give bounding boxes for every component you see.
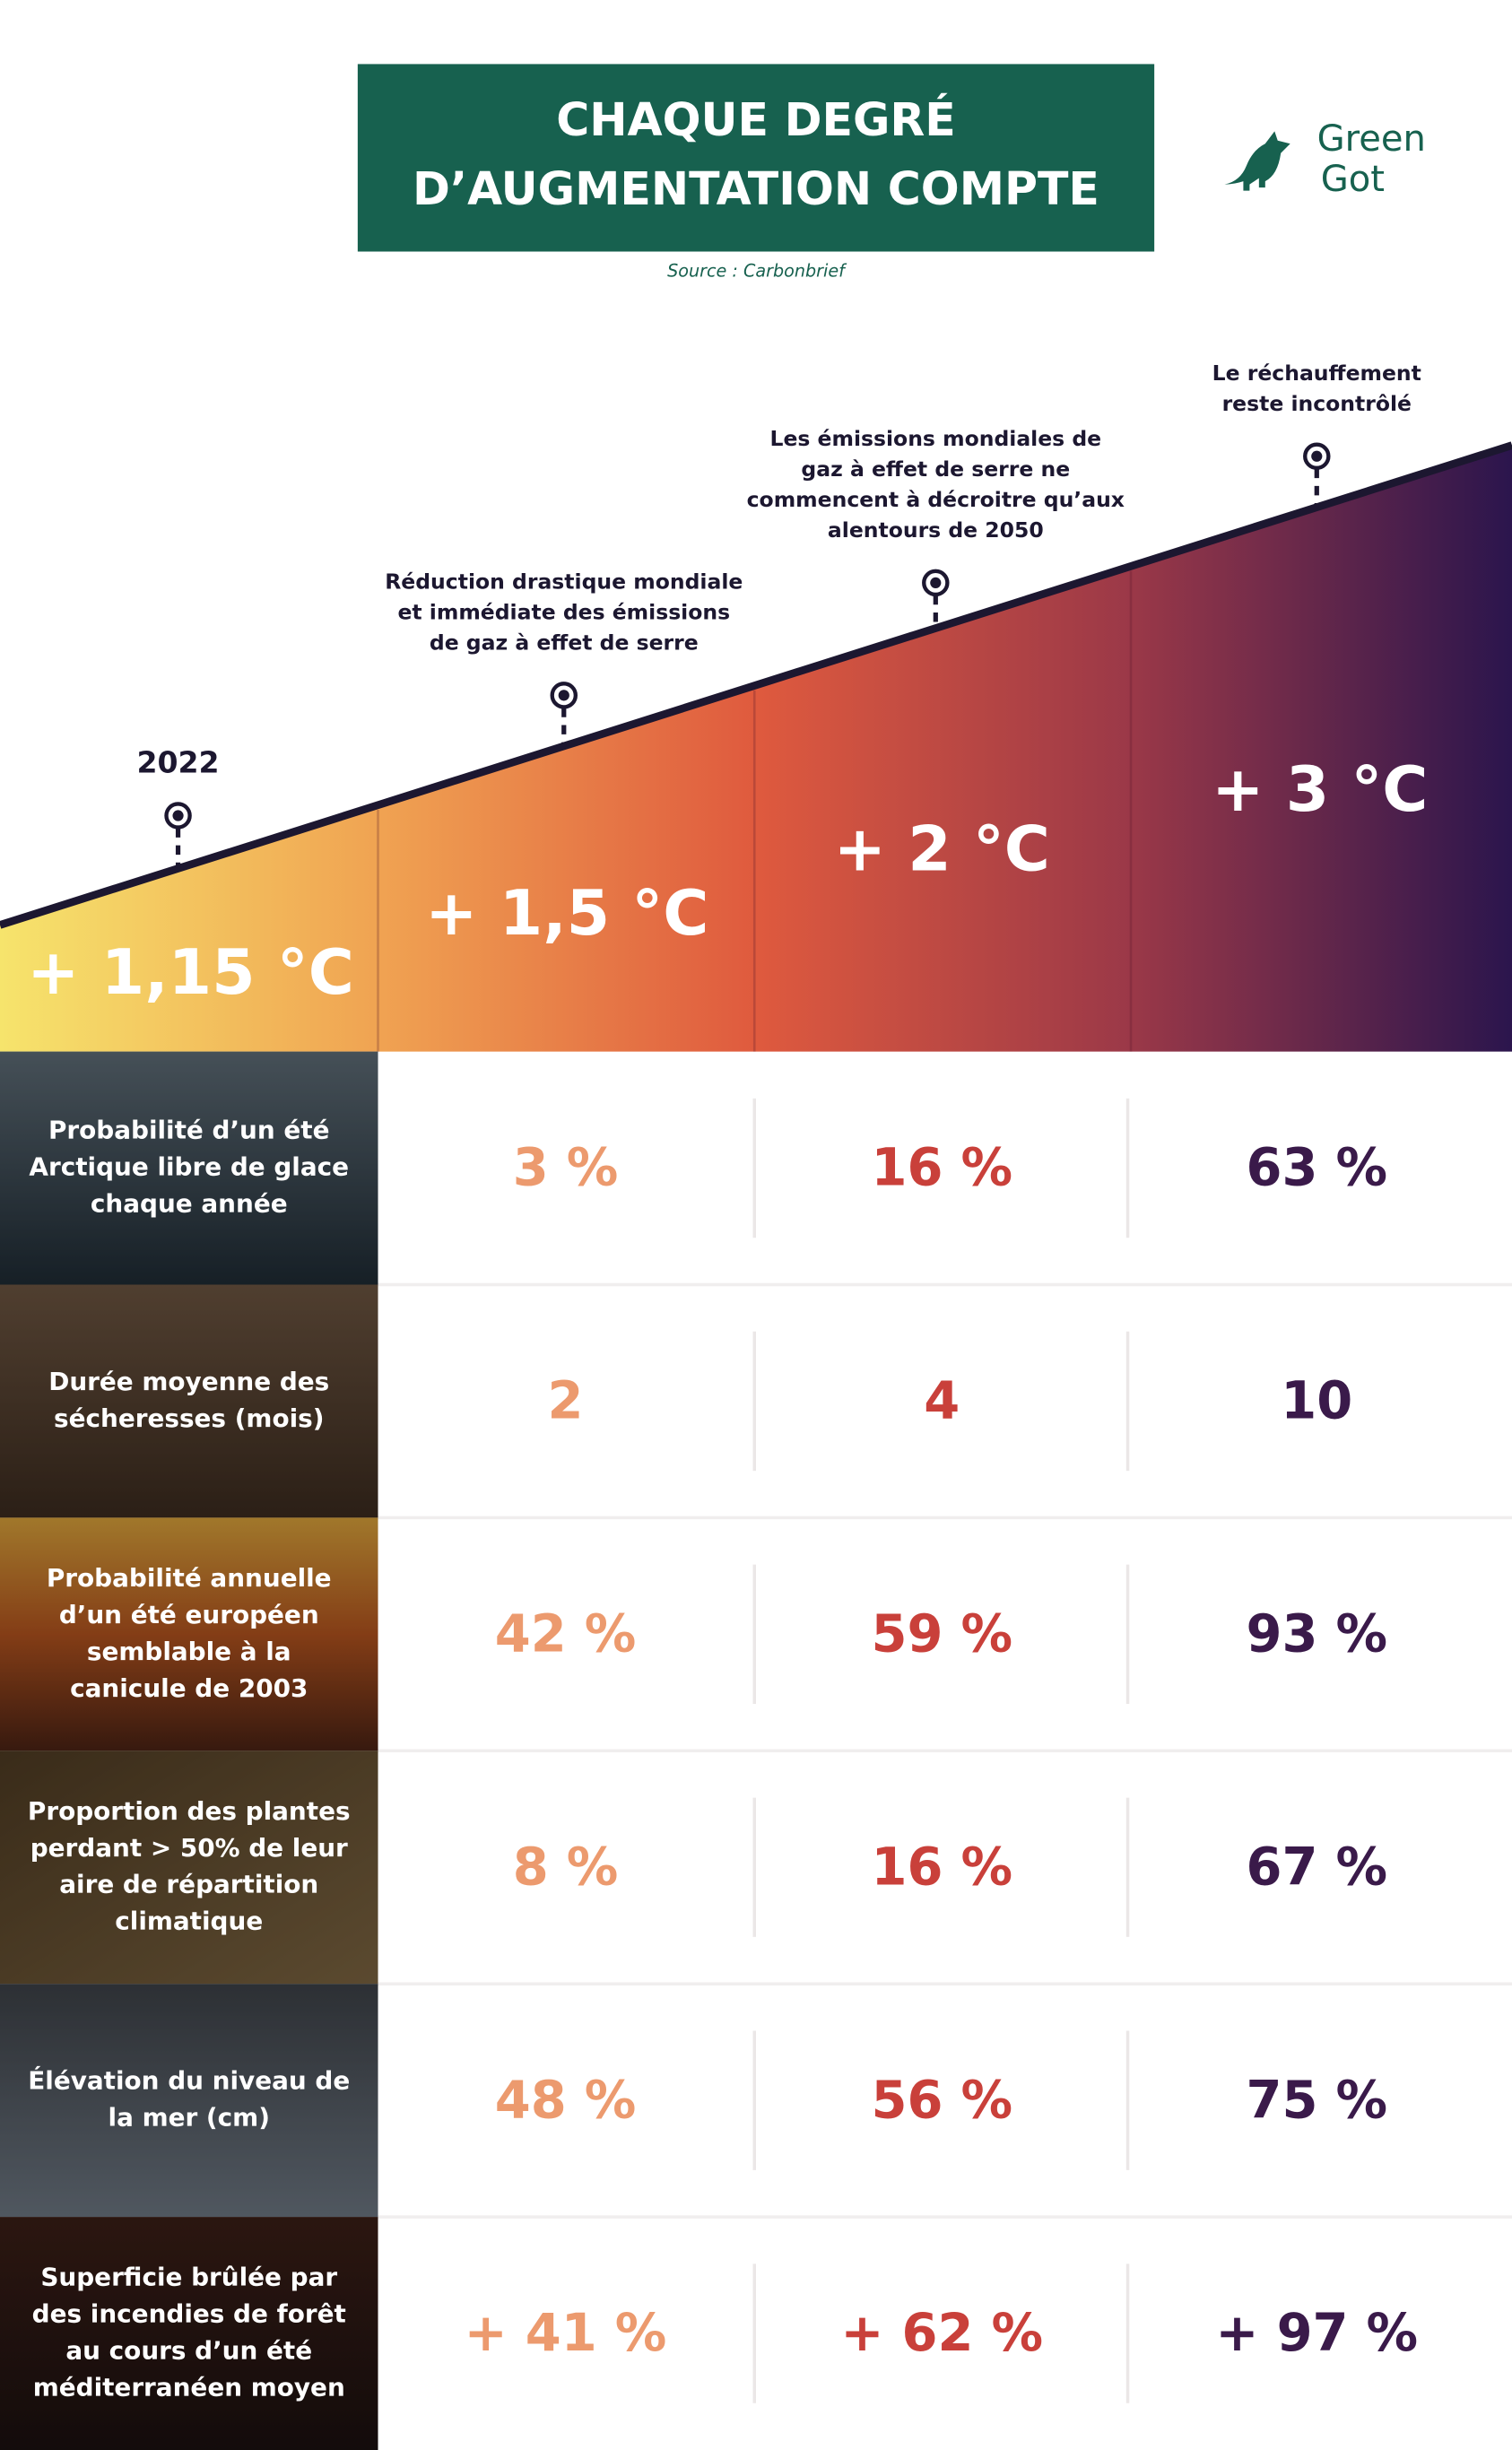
cell-value: 3 %	[513, 1138, 619, 1198]
temperature: + 2 °C	[834, 812, 1050, 885]
title-line: D’AUGMENTATION COMPTE	[413, 162, 1099, 215]
row-label: climatique	[115, 1907, 263, 1936]
marker-dot	[930, 577, 942, 588]
cell-value: 59 %	[871, 1603, 1012, 1664]
annotation: reste incontrôlé	[1222, 391, 1412, 416]
row-image-shade	[0, 2217, 378, 2450]
row-label: d’un été européen	[59, 1600, 319, 1629]
row-label: Élévation du niveau de	[28, 2065, 350, 2096]
annotation: gaz à effet de serre ne	[801, 456, 1070, 482]
annotation: Les émissions mondiales de	[770, 426, 1102, 451]
cell-value: 10	[1281, 1371, 1352, 1431]
logo-text: Got	[1321, 159, 1385, 200]
cell-value: 48 %	[495, 2070, 637, 2130]
row-image	[0, 1751, 378, 1985]
row-image	[0, 1984, 378, 2218]
row-label: Probabilité d’un été	[48, 1116, 329, 1145]
row-label: Superficie brûlée par	[40, 2263, 337, 2292]
annotation: et immédiate des émissions	[397, 599, 730, 624]
source: Source : Carbonbrief	[667, 261, 847, 282]
cell-value: 75 %	[1247, 2070, 1388, 2130]
warming-area	[0, 445, 1512, 1052]
row-image-shade	[0, 1751, 378, 1985]
row-label: semblable à la	[87, 1637, 291, 1666]
row-image-shade	[0, 1517, 378, 1751]
row-label: Durée moyenne des	[48, 1367, 329, 1396]
row-label: Arctique libre de glace	[29, 1152, 349, 1182]
cell-value: 67 %	[1247, 1837, 1388, 1897]
row-label: Probabilité annuelle	[47, 1563, 332, 1593]
row-image	[0, 1051, 378, 1285]
warming-line	[0, 441, 1512, 929]
cell-value: 4	[924, 1371, 960, 1431]
cell-value: 8 %	[513, 1837, 619, 1897]
row-label: des incendies de forêt	[32, 2299, 346, 2329]
row-label: perdant > 50% de leur	[30, 1833, 348, 1863]
row-image	[0, 1284, 378, 1518]
cell-value: 2	[548, 1371, 584, 1431]
temperature: + 3 °C	[1212, 753, 1428, 826]
row-image	[0, 2217, 378, 2450]
cell-value: + 41 %	[465, 2303, 667, 2363]
cell-value: + 62 %	[840, 2303, 1043, 2363]
cell-value: 42 %	[495, 1603, 637, 1664]
temperature: + 1,5 °C	[425, 877, 708, 950]
marker-dot	[558, 690, 569, 701]
start-label: 2022	[137, 745, 220, 780]
annotation: commencent à décroitre qu’aux	[747, 487, 1125, 512]
logo-text: Green	[1317, 118, 1426, 160]
cell-value: 63 %	[1247, 1138, 1388, 1198]
row-label: méditerranéen moyen	[33, 2372, 345, 2402]
marker-dot	[1311, 450, 1323, 462]
cell-value: 56 %	[871, 2070, 1012, 2130]
logo-icon	[1224, 131, 1290, 191]
annotation: Réduction drastique mondiale	[385, 569, 743, 594]
cell-value: 93 %	[1247, 1603, 1388, 1664]
temperature: + 1,15 °C	[27, 936, 354, 1009]
row-label: la mer (cm)	[109, 2103, 270, 2133]
annotation: Le réchauffement	[1212, 361, 1421, 386]
annotation: alentours de 2050	[828, 517, 1044, 543]
row-label: sécheresses (mois)	[54, 1403, 324, 1433]
cell-value: 16 %	[871, 1837, 1012, 1897]
row-label: au cours d’un été	[65, 2336, 312, 2366]
row-image	[0, 1517, 378, 1751]
title-line: CHAQUE DEGRÉ	[556, 93, 956, 146]
row-image-shade	[0, 1984, 378, 2218]
row-image-shade	[0, 1284, 378, 1518]
row-label: chaque année	[91, 1188, 288, 1218]
cell-value: 16 %	[871, 1138, 1012, 1198]
title-box	[357, 64, 1155, 252]
cell-value: + 97 %	[1215, 2303, 1418, 2363]
marker-dot	[172, 810, 184, 821]
row-image-shade	[0, 1051, 378, 1285]
annotation: de gaz à effet de serre	[430, 630, 699, 655]
row-label: canicule de 2003	[70, 1673, 308, 1703]
row-label: Proportion des plantes	[28, 1796, 351, 1826]
row-label: aire de répartition	[59, 1870, 318, 1899]
